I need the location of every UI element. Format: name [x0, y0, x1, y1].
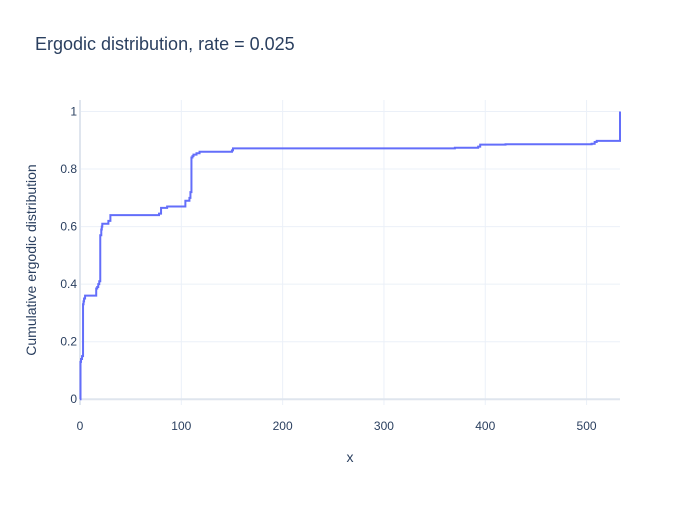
- y-tick-label: 0: [70, 392, 77, 406]
- x-tick-label: 100: [171, 419, 191, 433]
- tick-labels: 0 100 200 300 400 500 0 0.2 0.4 0.6 0.8 1: [60, 105, 597, 433]
- x-tick-label: 0: [77, 419, 84, 433]
- x-tick-label: 500: [577, 419, 597, 433]
- y-tick-label: 0.6: [60, 220, 77, 234]
- cdf-step-line: [79, 111, 621, 401]
- x-tick-label: 300: [374, 419, 394, 433]
- x-tick-label: 400: [475, 419, 495, 433]
- y-axis-label: Cumulative ergodic distribution: [23, 164, 39, 355]
- x-axis-label: x: [347, 449, 354, 465]
- y-tick-label: 1: [70, 105, 77, 119]
- x-tick-label: 200: [273, 419, 293, 433]
- y-tick-label: 0.4: [60, 277, 77, 291]
- y-tick-label: 0.8: [60, 162, 77, 176]
- chart-title: Ergodic distribution, rate = 0.025: [35, 34, 295, 54]
- y-tick-label: 0.2: [60, 335, 77, 349]
- grid-lines: [79, 100, 620, 405]
- series-line: [79, 111, 621, 401]
